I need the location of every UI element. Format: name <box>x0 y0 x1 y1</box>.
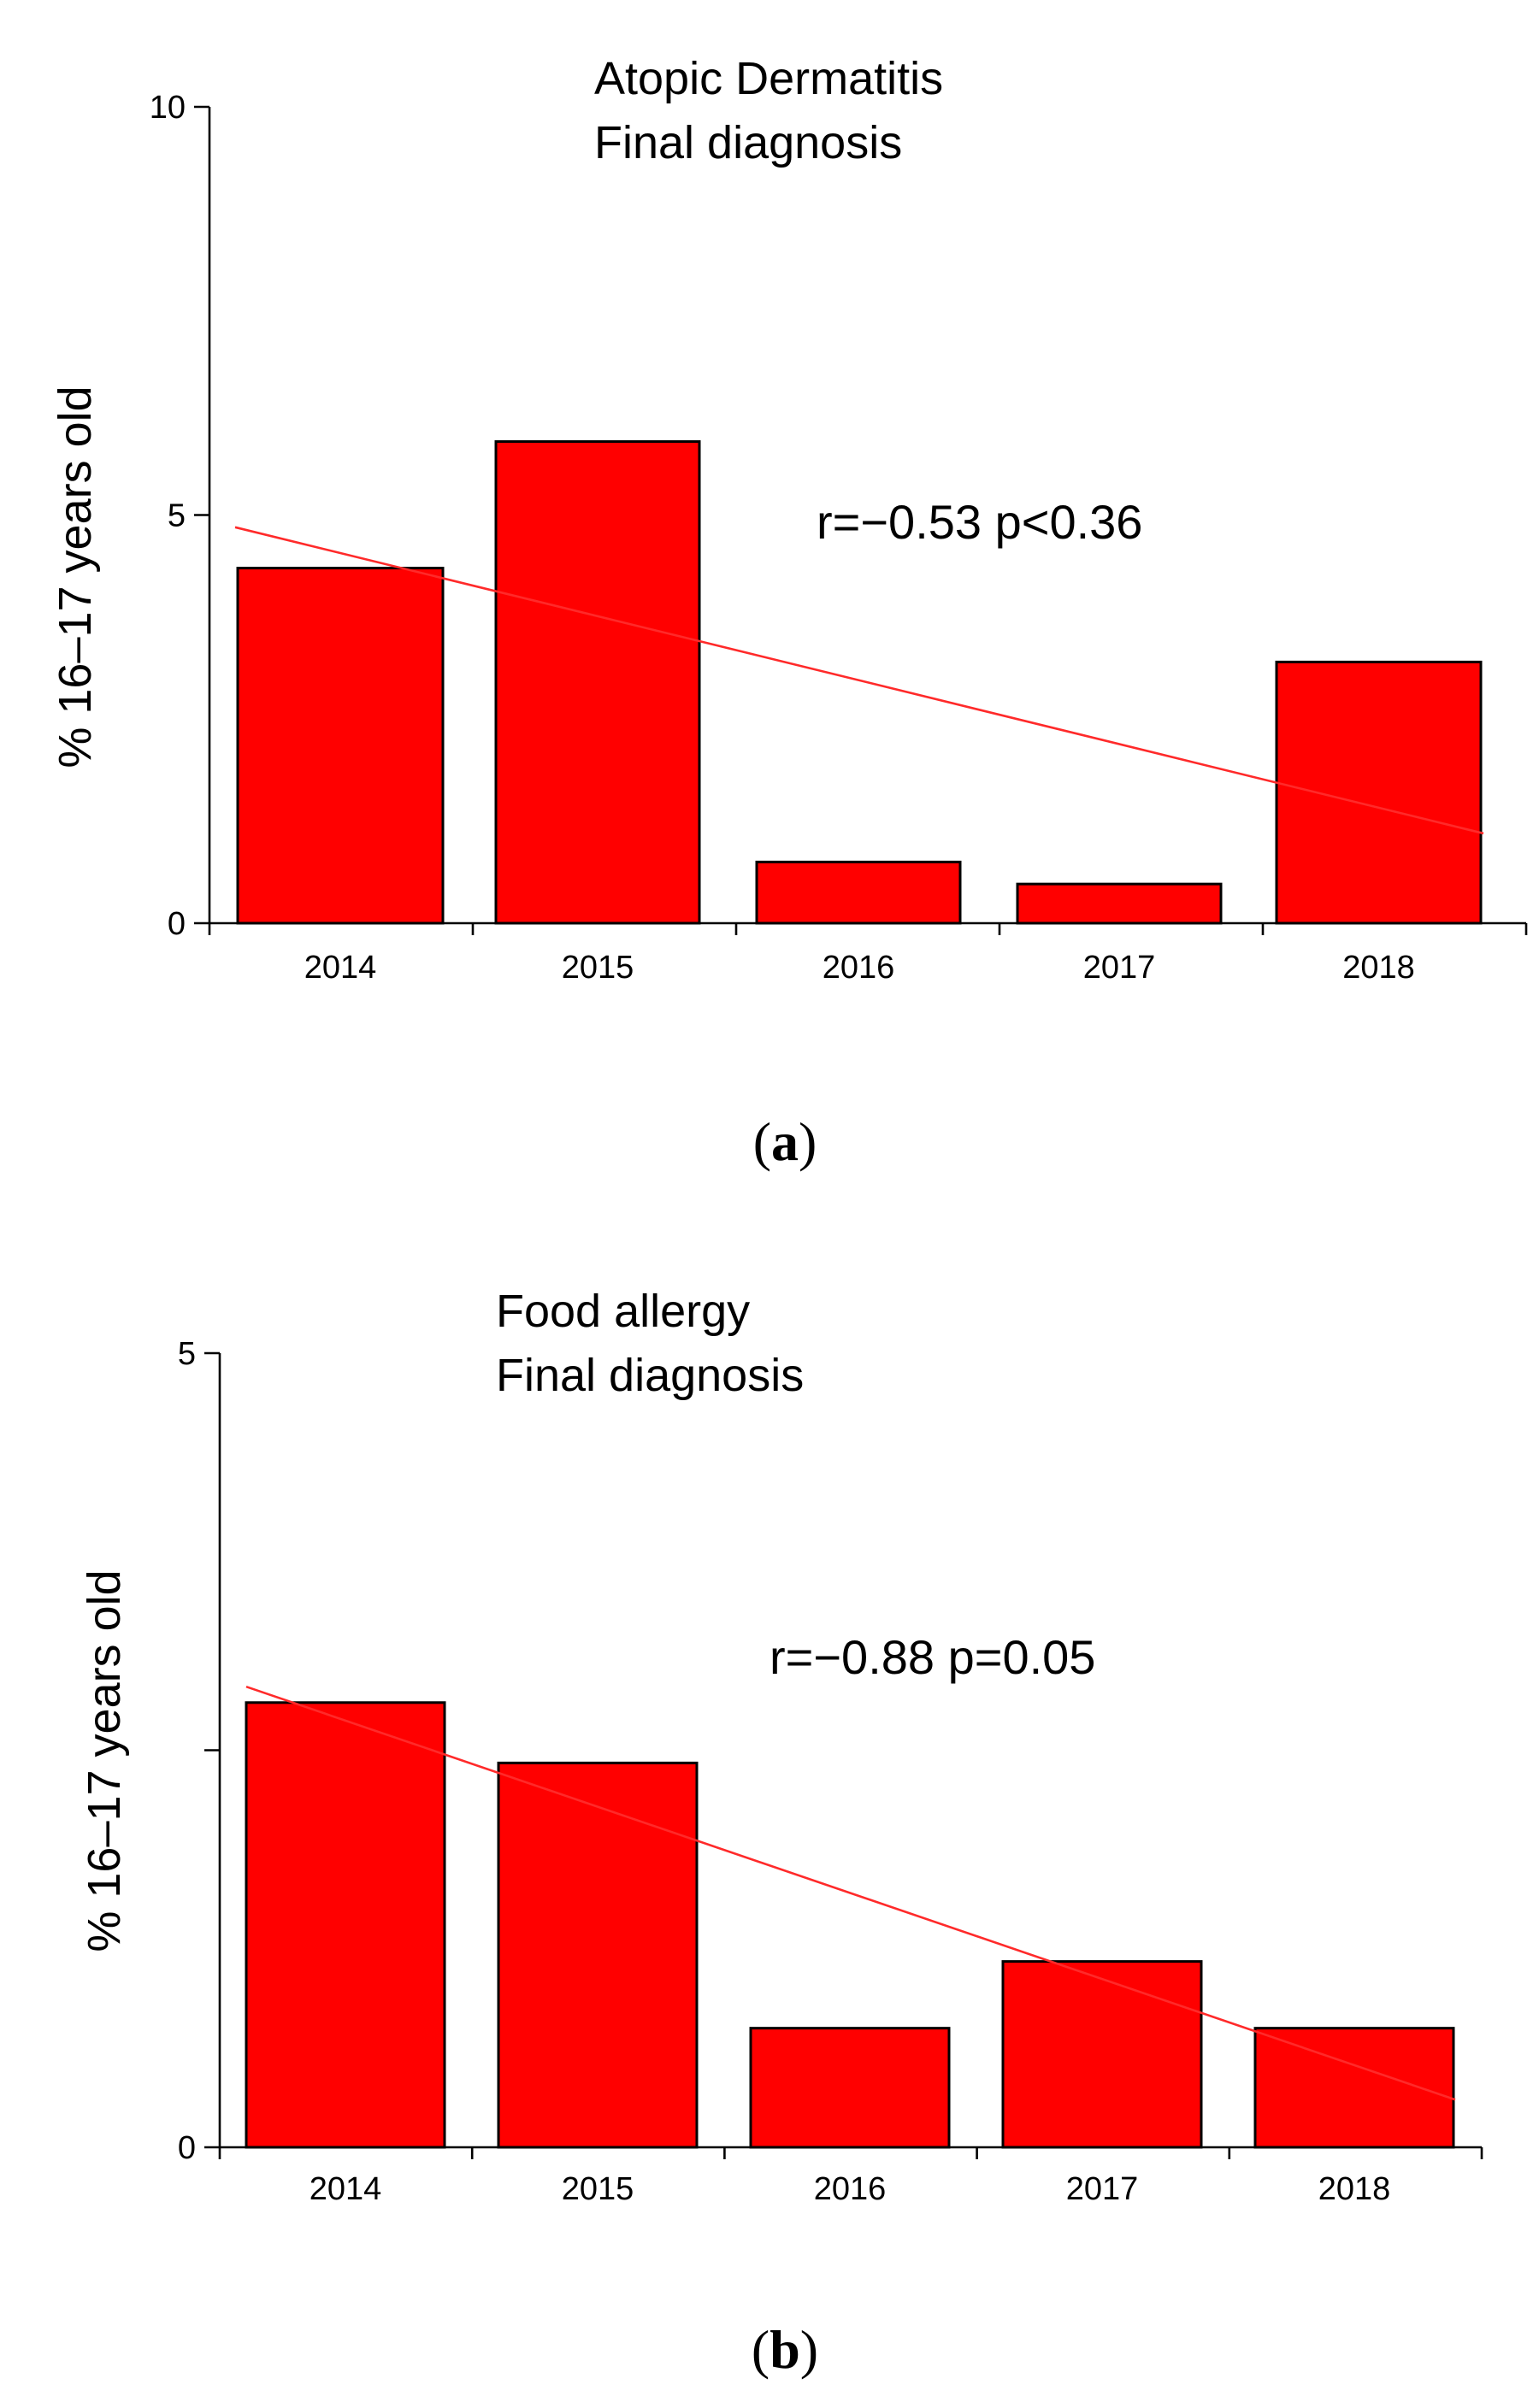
trend-line <box>245 1685 1456 2101</box>
axes: 0 5 2014 2015 2016 2017 2018 <box>178 1336 1483 2207</box>
trend-line <box>234 526 1484 835</box>
correlation-annotation: r=−0.53 p<0.36 <box>817 495 1142 549</box>
bar-2016 <box>749 2027 951 2149</box>
x-tick-label-2016: 2016 <box>814 2171 887 2207</box>
bars <box>245 1701 1455 2149</box>
y-tick-label: 0 <box>168 906 186 942</box>
y-axis-label: % 16–17 years old <box>79 1569 130 1952</box>
chart-title-line-1: Food allergy <box>496 1286 750 1337</box>
y-tick-label: 0 <box>178 2130 196 2166</box>
chart-title: Atopic Dermatitis Final diagnosis <box>594 53 943 168</box>
x-tick-label-2015: 2015 <box>562 950 634 986</box>
correlation-annotation: r=−0.88 p=0.05 <box>770 1630 1095 1684</box>
caption-letter: a <box>771 1111 799 1172</box>
bar-2016 <box>755 860 962 925</box>
x-tick-label-2015: 2015 <box>562 2171 634 2207</box>
chart-title-line-2: Final diagnosis <box>496 1350 804 1401</box>
y-tick-label: 5 <box>178 1336 196 1372</box>
x-tick-label-2014: 2014 <box>304 950 377 986</box>
chart-panel-a: Atopic Dermatitis Final diagnosis % 16–1… <box>50 53 1528 1172</box>
y-tick-label: 5 <box>168 498 186 534</box>
chart-panel-b: Food allergy Final diagnosis % 16–17 yea… <box>79 1286 1483 2380</box>
x-tick-label-2017: 2017 <box>1083 950 1156 986</box>
chart-title-line-1: Atopic Dermatitis <box>594 53 943 104</box>
axes: 0 5 10 2014 2015 2016 2017 2018 <box>150 90 1528 986</box>
trend-line-group <box>245 1685 1456 2101</box>
y-tick-label: 10 <box>150 90 186 126</box>
caption-a: (a) <box>753 1111 817 1172</box>
chart-title: Food allergy Final diagnosis <box>496 1286 804 1401</box>
y-axis-label: % 16–17 years old <box>50 386 101 768</box>
bar-2018 <box>1275 660 1483 925</box>
bar-2015 <box>494 440 701 925</box>
x-tick-label-2014: 2014 <box>310 2171 382 2207</box>
x-tick-label-2018: 2018 <box>1342 950 1415 986</box>
caption-b: (b) <box>752 2319 818 2380</box>
trend-line-group <box>234 526 1484 835</box>
bar-2017 <box>1016 882 1223 925</box>
x-tick-label-2018: 2018 <box>1318 2171 1391 2207</box>
caption-letter: b <box>770 2319 800 2380</box>
x-tick-label-2016: 2016 <box>823 950 895 986</box>
x-tick-label-2017: 2017 <box>1066 2171 1139 2207</box>
chart-title-line-2: Final diagnosis <box>594 117 902 168</box>
bar-2014 <box>245 1701 446 2149</box>
bars <box>236 440 1483 925</box>
bar-2017 <box>1001 1960 1203 2149</box>
bar-2014 <box>236 567 445 925</box>
bar-2015 <box>497 1761 699 2149</box>
